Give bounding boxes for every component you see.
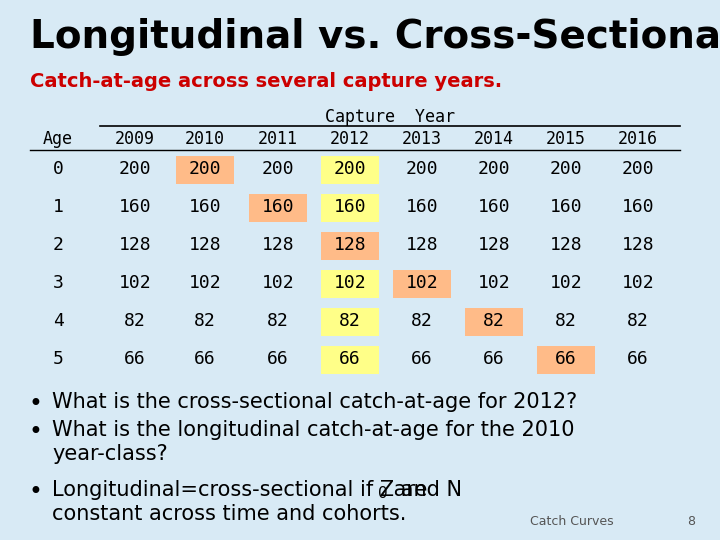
Text: 2009: 2009: [115, 130, 155, 148]
Text: Catch-at-age across several capture years.: Catch-at-age across several capture year…: [30, 72, 502, 91]
Text: 66: 66: [555, 350, 577, 368]
Text: Catch Curves: Catch Curves: [530, 515, 613, 528]
Text: 1: 1: [53, 198, 63, 216]
Text: 82: 82: [483, 312, 505, 330]
Text: 66: 66: [627, 350, 649, 368]
Text: 0: 0: [378, 486, 387, 501]
Text: 160: 160: [477, 198, 510, 216]
Text: 102: 102: [549, 274, 582, 292]
Text: 66: 66: [194, 350, 216, 368]
Text: constant across time and cohorts.: constant across time and cohorts.: [52, 504, 406, 524]
Text: 102: 102: [405, 274, 438, 292]
Text: 82: 82: [124, 312, 146, 330]
Text: 160: 160: [261, 198, 294, 216]
Text: 2011: 2011: [258, 130, 298, 148]
Text: What is the cross-sectional catch-at-age for 2012?: What is the cross-sectional catch-at-age…: [52, 392, 577, 412]
Text: 160: 160: [549, 198, 582, 216]
Text: 200: 200: [405, 160, 438, 178]
Text: 82: 82: [339, 312, 361, 330]
Text: 2015: 2015: [546, 130, 586, 148]
Text: 2: 2: [53, 236, 63, 254]
Text: 82: 82: [267, 312, 289, 330]
Text: 66: 66: [483, 350, 505, 368]
Text: 102: 102: [261, 274, 294, 292]
Text: 160: 160: [621, 198, 654, 216]
Text: What is the longitudinal catch-at-age for the 2010: What is the longitudinal catch-at-age fo…: [52, 420, 575, 440]
Text: •: •: [28, 392, 42, 416]
Text: 128: 128: [189, 236, 221, 254]
Text: 82: 82: [411, 312, 433, 330]
Text: 2012: 2012: [330, 130, 370, 148]
Text: •: •: [28, 420, 42, 444]
Text: 82: 82: [627, 312, 649, 330]
Text: Age: Age: [43, 130, 73, 148]
Text: 66: 66: [267, 350, 289, 368]
Text: 200: 200: [477, 160, 510, 178]
Text: 3: 3: [53, 274, 63, 292]
Bar: [537, 346, 595, 374]
Bar: [176, 156, 234, 184]
Bar: [249, 194, 307, 222]
Text: Longitudinal=cross-sectional if Z and N: Longitudinal=cross-sectional if Z and N: [52, 480, 462, 500]
Text: 66: 66: [339, 350, 361, 368]
Text: 200: 200: [119, 160, 151, 178]
Text: 200: 200: [621, 160, 654, 178]
Text: 2016: 2016: [618, 130, 658, 148]
Text: Capture  Year: Capture Year: [325, 108, 455, 126]
Text: 200: 200: [261, 160, 294, 178]
Text: 200: 200: [333, 160, 366, 178]
Text: 2014: 2014: [474, 130, 514, 148]
Text: 82: 82: [555, 312, 577, 330]
Text: 66: 66: [124, 350, 146, 368]
Text: 160: 160: [119, 198, 151, 216]
Text: 102: 102: [189, 274, 221, 292]
Bar: [321, 308, 379, 336]
Text: 0: 0: [53, 160, 63, 178]
Text: Longitudinal vs. Cross-Sectional: Longitudinal vs. Cross-Sectional: [30, 18, 720, 56]
Text: 128: 128: [261, 236, 294, 254]
Text: 160: 160: [405, 198, 438, 216]
Bar: [393, 270, 451, 298]
Text: 8: 8: [687, 515, 695, 528]
Text: 128: 128: [477, 236, 510, 254]
Text: 200: 200: [549, 160, 582, 178]
Text: 2013: 2013: [402, 130, 442, 148]
Text: 102: 102: [119, 274, 151, 292]
Text: 66: 66: [411, 350, 433, 368]
Text: 160: 160: [189, 198, 221, 216]
Text: 200: 200: [189, 160, 221, 178]
Text: •: •: [28, 480, 42, 504]
Text: are: are: [387, 480, 427, 500]
Text: 160: 160: [333, 198, 366, 216]
Text: year-class?: year-class?: [52, 444, 168, 464]
Text: 102: 102: [477, 274, 510, 292]
Text: 102: 102: [333, 274, 366, 292]
Text: 82: 82: [194, 312, 216, 330]
Text: 128: 128: [549, 236, 582, 254]
Text: 5: 5: [53, 350, 63, 368]
Bar: [465, 308, 523, 336]
Text: 128: 128: [119, 236, 151, 254]
Text: 102: 102: [621, 274, 654, 292]
Text: 4: 4: [53, 312, 63, 330]
Text: 128: 128: [405, 236, 438, 254]
Bar: [321, 346, 379, 374]
Text: 128: 128: [333, 236, 366, 254]
Text: 2010: 2010: [185, 130, 225, 148]
Bar: [321, 194, 379, 222]
Bar: [321, 232, 379, 260]
Bar: [321, 156, 379, 184]
Text: 128: 128: [621, 236, 654, 254]
Bar: [321, 270, 379, 298]
